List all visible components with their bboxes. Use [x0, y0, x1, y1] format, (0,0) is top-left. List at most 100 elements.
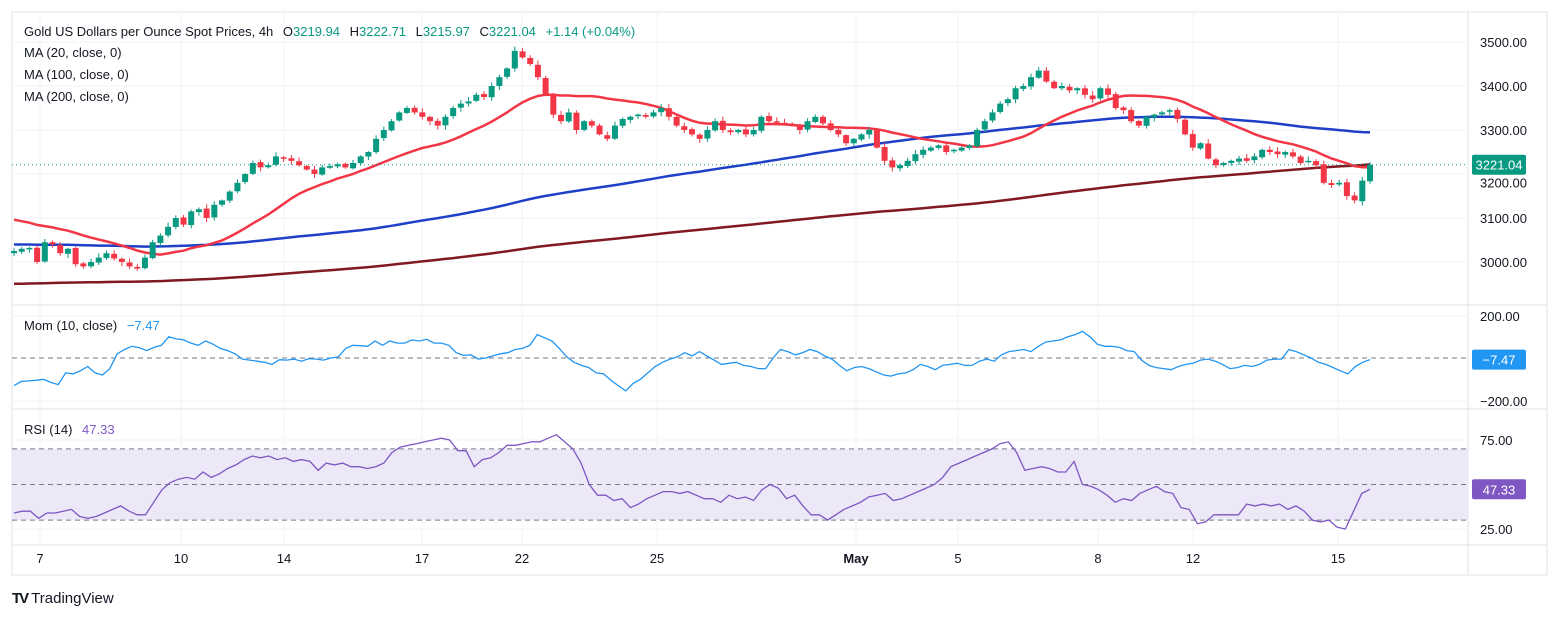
- momentum-tick-label: −200.00: [1480, 394, 1527, 409]
- candle-body: [1151, 114, 1158, 118]
- candle-body: [64, 248, 71, 254]
- price-change: +1.14 (+0.04%): [545, 24, 636, 39]
- candle-body: [288, 158, 295, 161]
- candle-body: [49, 242, 56, 245]
- rsi-pane: [13, 433, 1371, 530]
- candle-body: [442, 116, 449, 126]
- candle-body: [527, 57, 534, 64]
- candle-body: [334, 164, 341, 167]
- candle-body: [1097, 88, 1104, 99]
- time-tick-label: 8: [1094, 551, 1101, 566]
- candle-body: [88, 262, 95, 267]
- candle-body: [1182, 119, 1189, 135]
- candle-body: [480, 93, 487, 97]
- candle-body: [296, 161, 303, 166]
- candle-body: [419, 112, 426, 117]
- rsi-legend[interactable]: RSI (14) 47.33: [24, 422, 121, 438]
- candle-body: [1143, 116, 1150, 126]
- candle-body: [1243, 158, 1250, 161]
- candle-body: [1051, 81, 1058, 89]
- candle-body: [712, 121, 719, 131]
- candle-body: [95, 257, 102, 263]
- ma20-line: [13, 93, 1370, 256]
- candle-body: [1305, 160, 1312, 163]
- candle-body: [827, 123, 834, 130]
- candle-body: [611, 125, 618, 139]
- candle-body: [1058, 86, 1065, 89]
- candle-body: [511, 50, 518, 69]
- candle-body: [504, 68, 511, 77]
- candle-body: [989, 112, 996, 121]
- candle-body: [1197, 143, 1204, 149]
- candle-body: [796, 125, 803, 130]
- candle-body: [226, 191, 233, 201]
- price-tick-label: 3500.00: [1480, 35, 1527, 50]
- candle-body: [396, 112, 403, 121]
- symbol-title: Gold US Dollars per Ounce Spot Prices, 4…: [24, 24, 274, 39]
- ma200-legend[interactable]: MA (200, close, 0): [24, 89, 129, 104]
- candle-body: [920, 149, 927, 155]
- candle-body: [635, 114, 642, 117]
- candle-body: [165, 226, 172, 236]
- momentum-tick-label: 200.00: [1480, 309, 1520, 324]
- candle-body: [581, 121, 588, 130]
- candle-body: [742, 129, 749, 135]
- time-tick-label: 12: [1186, 551, 1200, 566]
- candle-body: [665, 108, 672, 117]
- price-axis[interactable]: 3500.00 3400.00 3300.00 3200.00 3100.00 3000.…: [1480, 35, 1527, 537]
- time-tick-label: 17: [415, 551, 429, 566]
- candle-body: [1328, 183, 1335, 185]
- last-value-badges: 3221.04 −7.47 47.33: [1472, 154, 1526, 500]
- candle-body: [789, 123, 796, 126]
- candle-body: [280, 157, 287, 159]
- rsi-label: RSI (14): [24, 422, 73, 437]
- candle-body: [1089, 95, 1096, 100]
- candle-body: [1274, 151, 1281, 155]
- tradingview-brand[interactable]: TV TradingView: [12, 590, 114, 607]
- momentum-line: [13, 330, 1371, 392]
- candle-body: [34, 247, 41, 262]
- candle-body: [558, 114, 565, 122]
- candle-body: [496, 77, 503, 86]
- candle-body: [719, 120, 726, 130]
- candle-body: [1189, 133, 1196, 148]
- ma100-legend[interactable]: MA (100, close, 0): [24, 67, 129, 82]
- candle-body: [1028, 77, 1034, 87]
- time-tick-label: 22: [515, 551, 529, 566]
- price-tick-label: 3200.00: [1480, 176, 1527, 191]
- symbol-legend: Gold US Dollars per Ounce Spot Prices, 4…: [24, 24, 641, 40]
- time-axis[interactable]: 7 10 14 17 22 25 May 5 8 12 15: [36, 551, 1345, 566]
- candle-body: [1174, 109, 1181, 119]
- candle-body: [180, 217, 187, 225]
- candle-body: [642, 114, 649, 117]
- momentum-legend[interactable]: Mom (10, close) −7.47: [24, 318, 166, 334]
- candle-body: [812, 116, 819, 122]
- candle-body: [1035, 70, 1042, 78]
- time-tick-label: 25: [650, 551, 664, 566]
- candle-body: [465, 101, 472, 104]
- candle-body: [473, 94, 480, 101]
- ma20-legend[interactable]: MA (20, close, 0): [24, 45, 122, 60]
- candle-body: [935, 145, 942, 148]
- candle-body: [103, 253, 110, 259]
- tradingview-logo-icon: TV: [12, 590, 29, 607]
- ohlc-low-label: L: [415, 24, 423, 39]
- candle-body: [1081, 88, 1088, 95]
- candle-body: [403, 108, 410, 113]
- candle-body: [1313, 161, 1320, 166]
- candle-body: [265, 165, 272, 168]
- candle-body: [488, 86, 495, 98]
- candle-body: [673, 116, 680, 126]
- candle-body: [242, 174, 249, 182]
- candle-body: [981, 121, 988, 130]
- candle-body: [195, 209, 202, 213]
- momentum-pane: [12, 330, 1468, 392]
- candle-body: [1135, 120, 1142, 126]
- candle-body: [1128, 110, 1135, 122]
- brand-name: TradingView: [31, 590, 114, 607]
- candle-body: [149, 242, 156, 259]
- candle-body: [26, 247, 33, 250]
- candle-body: [72, 247, 79, 265]
- candle-body: [311, 169, 318, 174]
